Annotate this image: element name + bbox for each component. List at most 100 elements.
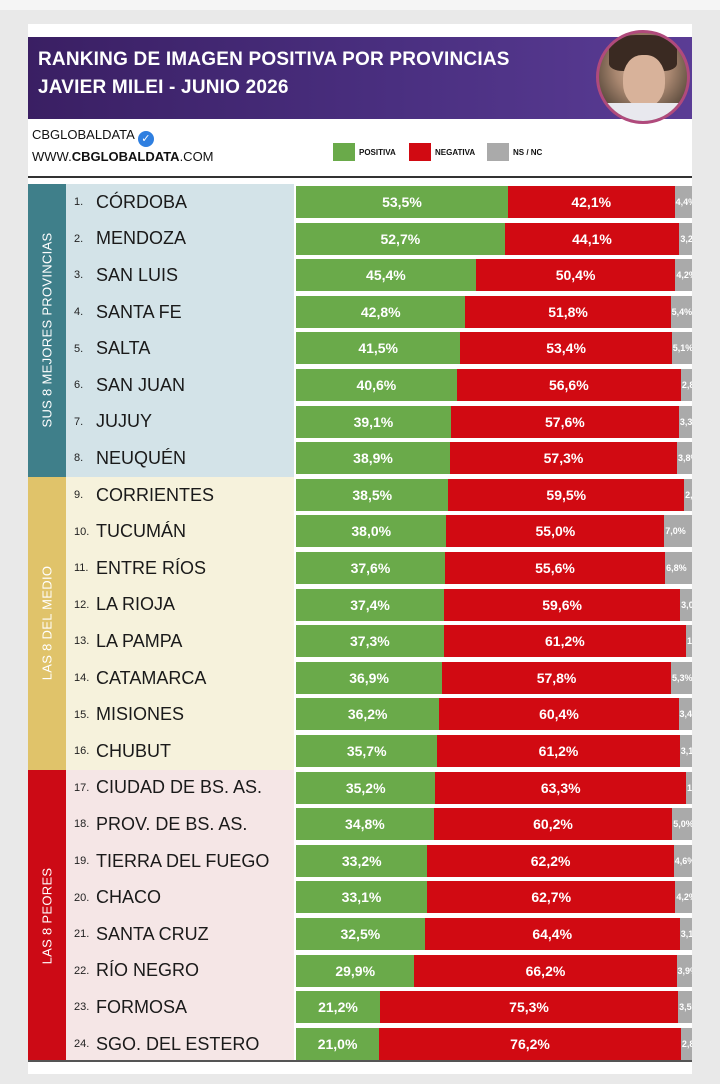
table-row: 24. SGO. DEL ESTERO 21,0% 76,2% 2,8% xyxy=(66,1026,692,1063)
data-label-nsnc: 3,8% xyxy=(677,453,692,464)
rank-label: 3. xyxy=(74,269,84,282)
data-label-negativa: 59,6% xyxy=(542,596,582,613)
table-row: 8. NEUQUÉN 38,9% 57,3% 3,8% xyxy=(66,440,692,477)
data-label-negativa: 61,2% xyxy=(538,743,579,759)
data-label-positiva: 38,9% xyxy=(353,450,393,467)
province-label: SANTA FE xyxy=(96,301,182,322)
data-label-positiva: 29,9% xyxy=(335,962,376,979)
legend-nsnc: NS / NC xyxy=(487,143,542,161)
url-bold: CBGLOBALDATA xyxy=(71,149,180,164)
data-label-negativa: 56,6% xyxy=(548,377,589,393)
bar-segment-nsnc: 3,9% xyxy=(676,954,692,987)
data-label-negativa: 62,7% xyxy=(531,889,572,906)
data-label-nsnc: 5,1% xyxy=(672,343,692,354)
bar-segment-negativa: 57,6% xyxy=(450,405,679,438)
bar-segment-nsnc: 5,1% xyxy=(671,332,692,365)
table-row: 22. RÍO NEGRO 29,9% 66,2% 3,9% xyxy=(66,953,692,990)
data-label-nsnc: 3,1% xyxy=(680,929,692,939)
data-label-nsnc: 2,8% xyxy=(681,1038,692,1049)
legend-swatch-negativa xyxy=(409,143,431,161)
data-label-negativa: 61,2% xyxy=(545,633,585,650)
bar-segment-nsnc: 5,3% xyxy=(671,661,692,694)
data-label-positiva: 36,2% xyxy=(347,706,388,723)
table-row: 9. CORRIENTES 38,5% 59,5% 2,0% xyxy=(66,477,692,514)
bar-segment-positiva: 42,8% xyxy=(296,295,466,328)
bar-segment-negativa: 60,2% xyxy=(433,808,673,841)
rank-label: 10. xyxy=(74,525,90,538)
bar-segment-nsnc: 3,1% xyxy=(679,918,692,950)
bar-segment-nsnc: 4,6% xyxy=(673,844,692,877)
data-label-negativa: 42,1% xyxy=(571,194,612,210)
province-label: LA RIOJA xyxy=(96,594,176,615)
bar-segment-positiva: 29,9% xyxy=(296,954,415,987)
verified-check-icon: ✓ xyxy=(137,131,154,147)
bar-segment-positiva: 21,0% xyxy=(296,1027,380,1060)
data-label-nsnc: 3,3% xyxy=(679,416,692,427)
table-row: 19. TIERRA DEL FUEGO 33,2% 62,2% 4,6% xyxy=(66,843,692,880)
table-row: 21. SANTA CRUZ 32,5% 64,4% 3,1% xyxy=(66,916,692,953)
bar-segment-nsnc: 4,2% xyxy=(675,881,692,914)
bar-segment-negativa: 66,2% xyxy=(414,954,677,987)
bar-segment-positiva: 38,9% xyxy=(296,442,451,475)
stacked-bar: 33,1% 62,7% 4,2% xyxy=(296,881,692,914)
rank-label: 6. xyxy=(74,379,84,392)
stacked-bar: 35,2% 63,3% 1,5 xyxy=(296,771,692,804)
bar-segment-nsnc: 3,0% xyxy=(680,588,692,621)
bar-segment-negativa: 64,4% xyxy=(424,918,680,950)
rank-label: 4. xyxy=(74,306,84,319)
rank-label: 7. xyxy=(74,415,84,428)
province-label: SGO. DEL ESTERO xyxy=(96,1033,260,1054)
bar-segment-negativa: 44,1% xyxy=(504,222,680,255)
bar-segment-nsnc: 3,3% xyxy=(678,405,692,438)
section-label-2: LAS 8 DEL MEDIO xyxy=(28,476,66,770)
data-label-positiva: 33,2% xyxy=(341,852,382,869)
bar-segment-positiva: 39,1% xyxy=(296,405,451,438)
data-label-positiva: 35,7% xyxy=(346,743,387,759)
bar-segment-positiva: 35,7% xyxy=(296,735,438,767)
stacked-bar: 37,6% 55,6% 6,8% xyxy=(296,552,692,584)
data-label-positiva: 35,2% xyxy=(345,779,386,796)
bar-segment-nsnc: 2,0% xyxy=(684,478,692,511)
title-line-2: JAVIER MILEI - JUNIO 2026 xyxy=(38,77,289,98)
rank-label: 17. xyxy=(74,781,90,794)
bar-segment-positiva: 40,6% xyxy=(296,369,457,401)
bar-segment-nsnc: 2,8% xyxy=(680,1027,692,1060)
rank-label: 2. xyxy=(74,232,84,245)
bar-segment-nsnc: 3,8% xyxy=(676,442,692,475)
province-label: SAN JUAN xyxy=(96,374,186,395)
section-label-text: SUS 8 MEJORES PROVINCIAS xyxy=(39,232,55,428)
table-row: 4. SANTA FE 42,8% 51,8% 5,4% xyxy=(66,294,692,331)
data-label-nsnc: 2,8% xyxy=(681,380,692,390)
avatar-face xyxy=(623,55,665,107)
bar-segment-nsnc: 6,8% xyxy=(665,552,692,584)
rank-label: 11. xyxy=(74,562,89,575)
rank-label: 20. xyxy=(74,891,90,904)
province-label: CHACO xyxy=(96,887,162,908)
data-label-negativa: 50,4% xyxy=(555,267,596,284)
province-label: SAN LUIS xyxy=(96,264,179,285)
bar-segment-negativa: 56,6% xyxy=(456,369,681,401)
data-label-positiva: 52,7% xyxy=(380,230,421,247)
avatar xyxy=(596,30,690,124)
data-label-nsnc: 7,0% xyxy=(665,526,686,537)
bar-segment-positiva: 35,2% xyxy=(296,771,436,804)
brand-label: CBGLOBALDATA xyxy=(32,127,135,142)
bar-segment-positiva: 21,2% xyxy=(296,991,380,1024)
data-label-nsnc: 1,5 xyxy=(687,636,692,647)
bar-segment-nsnc: 5,0% xyxy=(672,808,692,841)
province-label: PROV. DE BS. AS. xyxy=(96,813,248,834)
data-label-positiva: 37,6% xyxy=(350,560,391,576)
data-label-nsnc: 4,6% xyxy=(674,855,692,866)
stacked-bar: 35,7% 61,2% 3,1% xyxy=(296,735,692,767)
data-label-negativa: 55,6% xyxy=(535,560,575,576)
bar-segment-positiva: 33,2% xyxy=(296,844,428,877)
table-row: 10. TUCUMÁN 38,0% 55,0% 7,0% xyxy=(66,513,692,550)
province-label: CHUBUT xyxy=(96,740,171,761)
section-background-2 xyxy=(66,476,294,770)
data-label-negativa: 64,4% xyxy=(532,926,573,942)
stacked-bar: 33,2% 62,2% 4,6% xyxy=(296,844,692,877)
province-label: CIUDAD DE BS. AS. xyxy=(96,777,263,798)
data-label-nsnc: 5,4% xyxy=(671,306,692,317)
data-label-positiva: 34,8% xyxy=(345,816,385,833)
bar-segment-positiva: 37,6% xyxy=(296,552,445,584)
